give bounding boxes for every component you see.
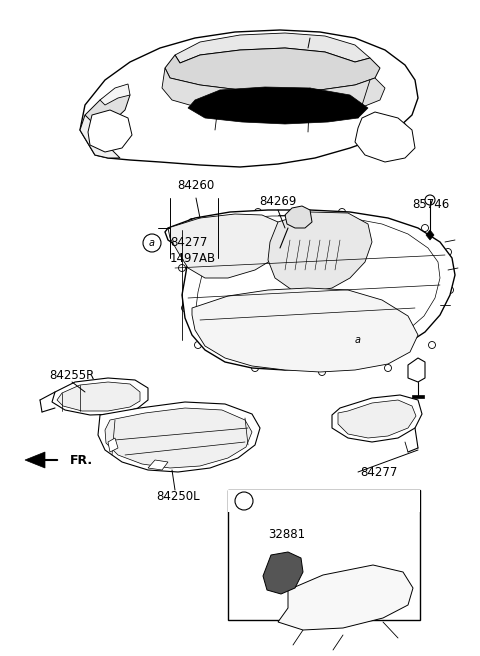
Circle shape <box>444 249 452 255</box>
Circle shape <box>99 121 121 143</box>
Circle shape <box>421 224 429 232</box>
Text: a: a <box>241 496 247 506</box>
Circle shape <box>319 369 325 375</box>
Text: 32881: 32881 <box>268 528 305 541</box>
Circle shape <box>194 342 202 348</box>
Circle shape <box>154 66 166 78</box>
Polygon shape <box>162 68 385 114</box>
Polygon shape <box>57 382 140 411</box>
Circle shape <box>181 304 189 312</box>
Polygon shape <box>408 358 425 382</box>
Circle shape <box>179 264 185 272</box>
Polygon shape <box>98 402 260 472</box>
Circle shape <box>366 116 410 160</box>
Circle shape <box>348 330 368 350</box>
Polygon shape <box>268 212 372 292</box>
Circle shape <box>90 112 130 152</box>
Bar <box>228 490 420 620</box>
Polygon shape <box>285 206 312 228</box>
Polygon shape <box>88 110 132 152</box>
Polygon shape <box>168 214 282 278</box>
Polygon shape <box>412 395 424 398</box>
Circle shape <box>376 126 400 150</box>
Circle shape <box>446 287 454 293</box>
Circle shape <box>383 133 393 143</box>
Polygon shape <box>175 33 370 63</box>
Text: FR.: FR. <box>70 453 93 466</box>
Circle shape <box>189 218 195 226</box>
Circle shape <box>425 195 435 205</box>
Text: a: a <box>149 238 155 248</box>
Polygon shape <box>25 452 45 468</box>
Circle shape <box>105 127 115 137</box>
Polygon shape <box>165 210 455 370</box>
Polygon shape <box>100 84 130 105</box>
Polygon shape <box>278 565 413 630</box>
Polygon shape <box>188 87 368 124</box>
Polygon shape <box>85 90 130 128</box>
Circle shape <box>429 342 435 348</box>
Polygon shape <box>338 400 416 438</box>
Text: a: a <box>355 335 361 345</box>
Polygon shape <box>52 378 148 415</box>
Circle shape <box>254 209 262 216</box>
Polygon shape <box>165 48 380 92</box>
Polygon shape <box>80 30 418 167</box>
Polygon shape <box>355 112 415 162</box>
Polygon shape <box>426 230 434 240</box>
Polygon shape <box>80 115 120 158</box>
Text: 84250L: 84250L <box>156 490 200 503</box>
Text: 85746: 85746 <box>412 199 449 211</box>
Polygon shape <box>105 408 252 468</box>
Circle shape <box>252 365 259 371</box>
Circle shape <box>338 209 346 216</box>
Circle shape <box>143 234 161 252</box>
Text: 84277: 84277 <box>170 237 207 249</box>
Polygon shape <box>192 288 418 372</box>
Text: 84269: 84269 <box>259 195 297 208</box>
Polygon shape <box>332 395 422 442</box>
Text: 84260: 84260 <box>178 179 215 192</box>
Circle shape <box>235 492 253 510</box>
Polygon shape <box>108 438 118 452</box>
Text: 84277: 84277 <box>360 466 397 478</box>
Polygon shape <box>148 460 168 470</box>
Text: 84255R: 84255R <box>49 369 95 382</box>
Circle shape <box>384 365 392 371</box>
Bar <box>228 490 420 512</box>
Polygon shape <box>263 552 303 594</box>
Text: 1497AB: 1497AB <box>170 251 216 264</box>
